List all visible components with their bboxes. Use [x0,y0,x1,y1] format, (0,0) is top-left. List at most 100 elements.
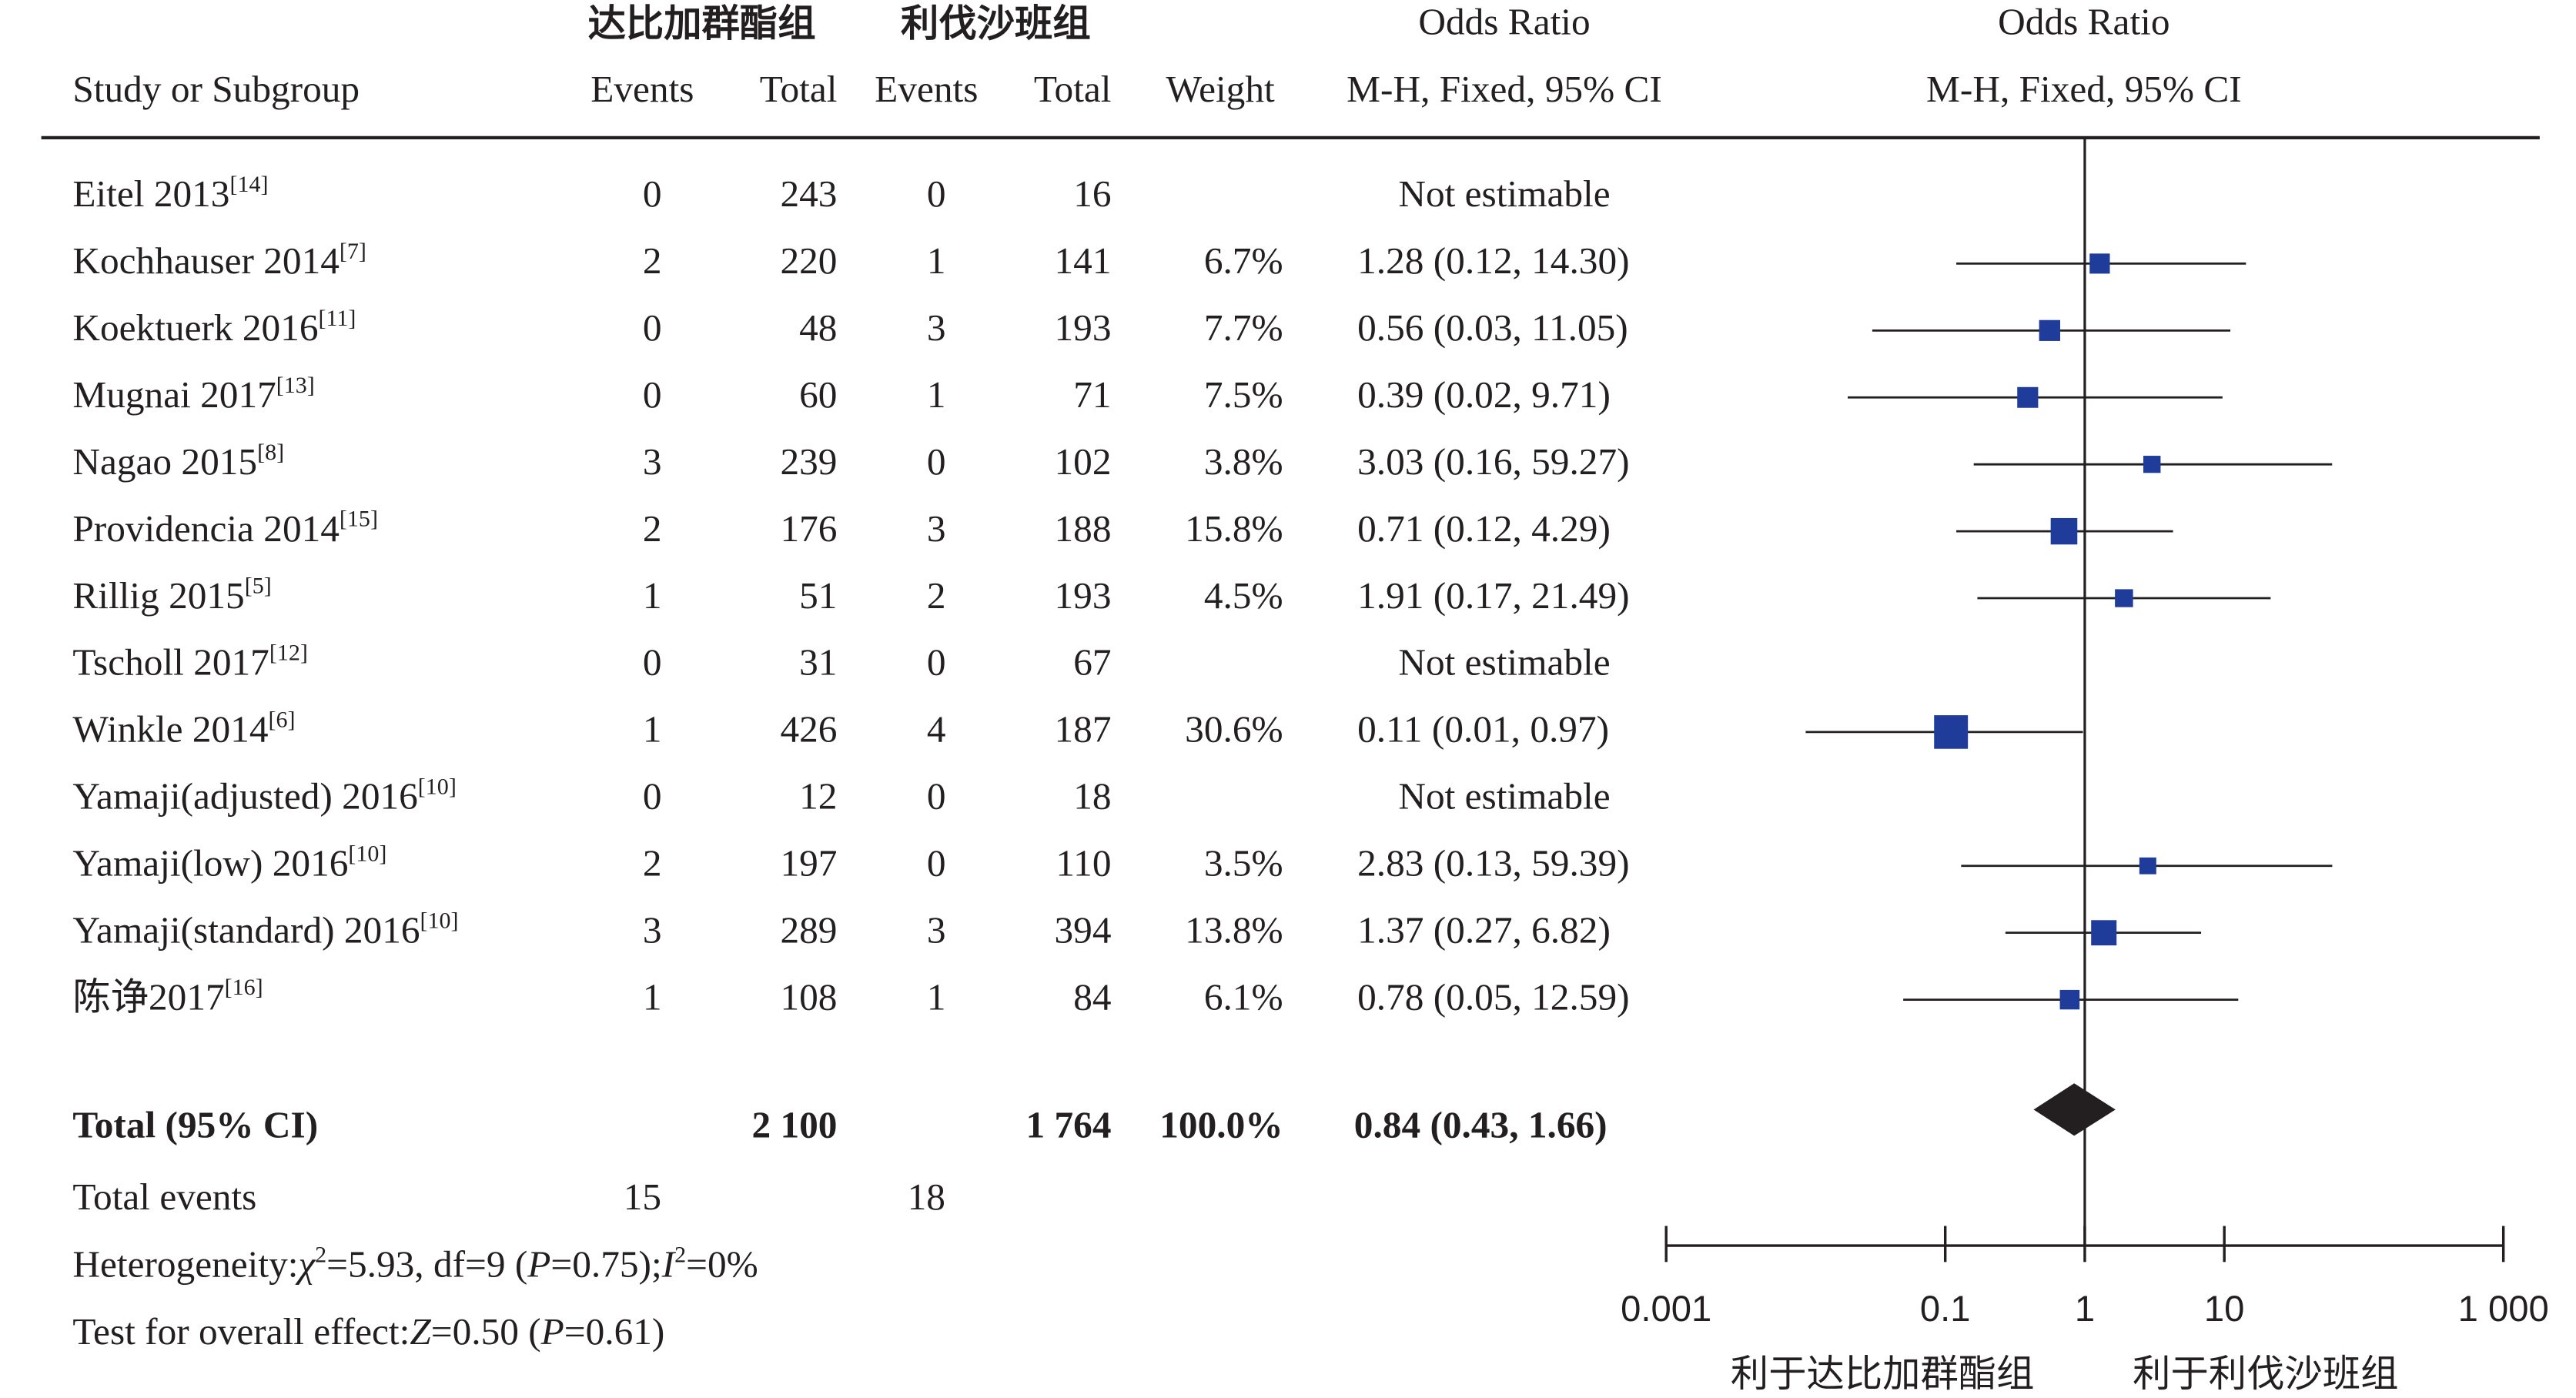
events-2-value: 3 [927,507,946,550]
study-name: Yamaji(standard) 2016 [72,909,420,952]
total-2-value: 71 [1073,373,1111,416]
group-right-heading: 利伐沙班组 [901,3,1091,45]
odds-ratio-ci-value: 3.03 (0.16, 59.27) [1357,440,1629,483]
weight-value: 6.7% [1204,239,1283,282]
events-1-value: 3 [643,909,662,952]
total-events-label: Total events [72,1176,256,1218]
favours-right-label: 利于利伐沙班组 [2133,1353,2398,1395]
overall-effect-label: Test for overall effect: [72,1310,410,1353]
z-value: =0.50 ( [431,1310,541,1353]
plot-area: 0.001 0.1 1 10 1 000 利于达比加群酯组 利于利伐沙班组 [1621,137,2549,1395]
weight-value: 15.8% [1185,507,1283,550]
study-name-label: Mugnai 2017[13] [72,373,314,416]
study-name-label: Yamaji(standard) 2016[10] [72,908,458,951]
study-name: Tscholl 2017 [72,641,269,684]
odds-ratio-ci-value: Not estimable [1398,172,1610,215]
total-weight: 100.0% [1159,1104,1283,1146]
pooled-effect-diamond [2033,1083,2116,1136]
events-2-value: 4 [927,708,946,751]
study-reference: [12] [269,640,308,666]
total-1-value: 60 [799,373,837,416]
study-name: Yamaji(low) 2016 [72,842,348,885]
col-header-study: Study or Subgroup [72,68,360,110]
study-effect-marker [2143,456,2161,473]
total-label: Total (95% CI) [72,1104,318,1146]
study-name-label: Tscholl 2017[12] [72,640,308,684]
events-1-value: 2 [643,507,662,550]
study-effect-marker [1934,715,1969,749]
study-name: Nagao 2015 [72,440,257,483]
odds-ratio-ci-value: 0.11 (0.01, 0.97) [1357,708,1609,751]
study-name: Kochhauser 2014 [72,239,340,282]
study-effect-marker [2050,517,2078,545]
odds-ratio-ci-value: 1.37 (0.27, 6.82) [1357,909,1611,952]
events-2-value: 3 [927,306,946,349]
odds-ratio-ci-value: 1.28 (0.12, 14.30) [1357,239,1629,282]
overall-effect-line: Test for overall effect:Z=0.50 (P=0.61) [72,1310,664,1353]
events-1-value: 0 [643,172,662,215]
p-symbol: P [527,1243,550,1286]
events-2-value: 3 [927,909,946,952]
col-header-total-1: Total [760,68,838,110]
total-1-value: 289 [780,909,837,952]
events-1-value: 0 [643,373,662,416]
study-effect-marker [2017,386,2039,408]
total-or-ci: 0.84 (0.43, 1.66) [1354,1104,1607,1146]
study-name-label: Nagao 2015[8] [72,440,284,483]
total-2-value: 18 [1073,775,1111,818]
chi2-symbol: χ [295,1243,316,1286]
events-1-value: 2 [643,239,662,282]
total-2-value: 110 [1055,842,1111,885]
study-reference: [10] [348,841,386,866]
col-header-weight: Weight [1166,68,1275,110]
study-name: Rillig 2015 [72,574,244,617]
events-1-value: 0 [643,641,662,684]
events-1-value: 1 [643,976,662,1018]
study-name: Winkle 2014 [72,708,268,751]
study-name-label: Yamaji(low) 2016[10] [72,841,386,884]
z-symbol: Z [410,1310,431,1353]
total-2-value: 102 [1055,440,1112,483]
total-2-value: 193 [1055,574,1112,617]
col-header-method-table: M-H, Fixed, 95% CI [1347,68,1662,110]
total-events-1: 15 [624,1176,661,1218]
study-effect-marker [2039,319,2060,341]
study-effect-marker [2091,920,2117,946]
study-name: Yamaji(adjusted) 2016 [72,775,417,818]
events-2-value: 1 [927,976,946,1018]
i2-value: =0% [686,1243,758,1286]
events-2-value: 0 [927,172,946,215]
events-1-value: 1 [643,574,662,617]
total-events-2: 18 [908,1176,945,1218]
study-effect-marker [2089,253,2110,274]
study-reference: [15] [340,507,378,532]
events-1-value: 2 [643,842,662,885]
heterogeneity-line: Heterogeneity:χ2=5.93, df=9 (P=0.75);I2=… [72,1242,758,1285]
study-name-label: Eitel 2013[14] [72,172,268,215]
weight-value: 7.5% [1204,373,1283,416]
total-1-value: 51 [799,574,837,617]
odds-ratio-ci-value: 0.39 (0.02, 9.71) [1357,373,1611,416]
weight-value: 13.8% [1185,909,1283,952]
study-name: Mugnai 2017 [72,373,276,416]
total-1-value: 108 [780,976,837,1018]
total-2-value: 187 [1055,708,1112,751]
weight-value: 6.1% [1204,976,1283,1018]
events-1-value: 1 [643,708,662,751]
p-symbol: P [540,1310,564,1353]
study-reference: [5] [245,574,272,599]
favours-left-label: 利于达比加群酯组 [1731,1353,2035,1395]
odds-ratio-ci-value: 2.83 (0.13, 59.39) [1357,842,1629,885]
x-axis-tick-label: 1 000 [2458,1288,2549,1329]
study-reference: [13] [276,373,315,398]
study-name-label: Rillig 2015[5] [72,574,271,617]
total-1-value: 48 [799,306,837,349]
total-1-value: 239 [780,440,837,483]
total-1-value: 176 [780,507,837,550]
study-effect-marker [2059,989,2080,1010]
weight-value: 7.7% [1204,306,1283,349]
total-2-value: 84 [1073,976,1111,1018]
weight-value: 30.6% [1185,708,1283,751]
total-1-value: 220 [780,239,837,282]
study-rows: Eitel 2013[14] 0 243 0 16 Not estimableKochha… [72,172,1629,1353]
